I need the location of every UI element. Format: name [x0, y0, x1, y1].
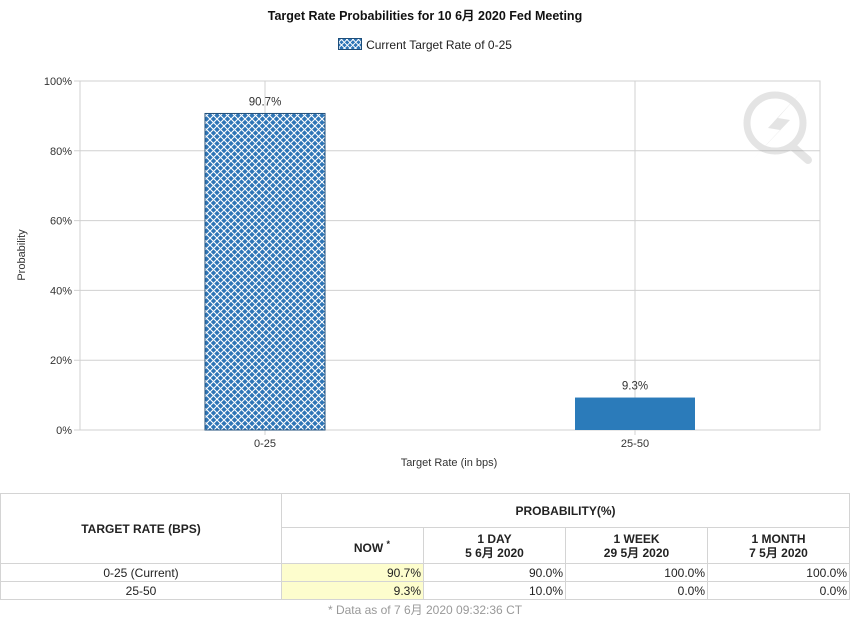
now-header[interactable]: NOW * [281, 527, 424, 564]
y-tick-label: 60% [50, 216, 72, 228]
bar-chart: 0% 20% 40% 60% 80% 100% 0-25 25-50 90.7% 9.3% Pr… [16, 76, 821, 469]
target-rate-header[interactable]: TARGET RATE (BPS) [0, 493, 282, 564]
one-month-value-cell: 0.0% [707, 581, 850, 600]
y-tick-label: 0% [56, 425, 72, 437]
plot-area [79, 80, 821, 431]
y-tick-label: 80% [50, 146, 72, 158]
now-value-cell: 9.3% [281, 581, 424, 600]
lightning-q-icon [743, 91, 812, 164]
period-label: 1 MONTH [751, 531, 806, 546]
period-label: 1 WEEK [613, 531, 660, 546]
y-axis-label: Probability [16, 229, 28, 281]
bar-value-label: 90.7% [249, 96, 282, 108]
y-tick-label: 40% [50, 285, 72, 297]
one-week-header[interactable]: 1 WEEK 29 5月 2020 [565, 527, 708, 564]
period-date: 7 5月 2020 [749, 545, 808, 560]
bar-25-50[interactable] [575, 397, 695, 430]
one-day-header[interactable]: 1 DAY 5 6月 2020 [423, 527, 566, 564]
chart-title: Target Rate Probabilities for 10 6月 2020… [267, 9, 583, 23]
x-tick-label: 0-25 [254, 438, 276, 450]
probability-table-container: TARGET RATE (BPS) PROBABILITY(%) NOW * 1… [0, 493, 850, 600]
probability-header: PROBABILITY(%) [281, 493, 850, 528]
data-timestamp-footnote: * Data as of 7 6月 2020 09:32:36 CT [327, 603, 523, 617]
grid-lines [74, 80, 821, 435]
bar-0-25[interactable] [204, 112, 326, 431]
period-date: 29 5月 2020 [603, 545, 670, 560]
table-row: 25-50 9.3% 10.0% 0.0% 0.0% [0, 581, 850, 600]
one-week-value-cell: 100.0% [565, 563, 708, 582]
x-axis-label: Target Rate (in bps) [401, 457, 498, 469]
y-tick-label: 100% [44, 76, 72, 88]
x-tick-label: 25-50 [621, 438, 649, 450]
one-month-header[interactable]: 1 MONTH 7 5月 2020 [707, 527, 850, 564]
legend-swatch-icon [338, 38, 363, 50]
chart-legend[interactable]: Current Target Rate of 0-25 [0, 38, 850, 52]
one-month-value-cell: 100.0% [707, 563, 850, 582]
bar-value-label: 9.3% [622, 381, 648, 393]
one-week-value-cell: 0.0% [565, 581, 708, 600]
rate-cell: 25-50 [0, 581, 282, 600]
period-label: 1 DAY [477, 531, 512, 546]
rate-cell: 0-25 (Current) [0, 563, 282, 582]
now-label: NOW [353, 540, 384, 555]
table-row: 0-25 (Current) 90.7% 90.0% 100.0% 100.0% [0, 563, 850, 582]
now-mark: * [386, 538, 390, 549]
probability-table: TARGET RATE (BPS) PROBABILITY(%) NOW * 1… [0, 493, 850, 600]
y-tick-label: 20% [50, 355, 72, 367]
one-day-value-cell: 90.0% [423, 563, 566, 582]
legend-label: Current Target Rate of 0-25 [366, 38, 512, 52]
now-value-cell: 90.7% [281, 563, 424, 582]
period-date: 5 6月 2020 [465, 545, 524, 560]
one-day-value-cell: 10.0% [423, 581, 566, 600]
